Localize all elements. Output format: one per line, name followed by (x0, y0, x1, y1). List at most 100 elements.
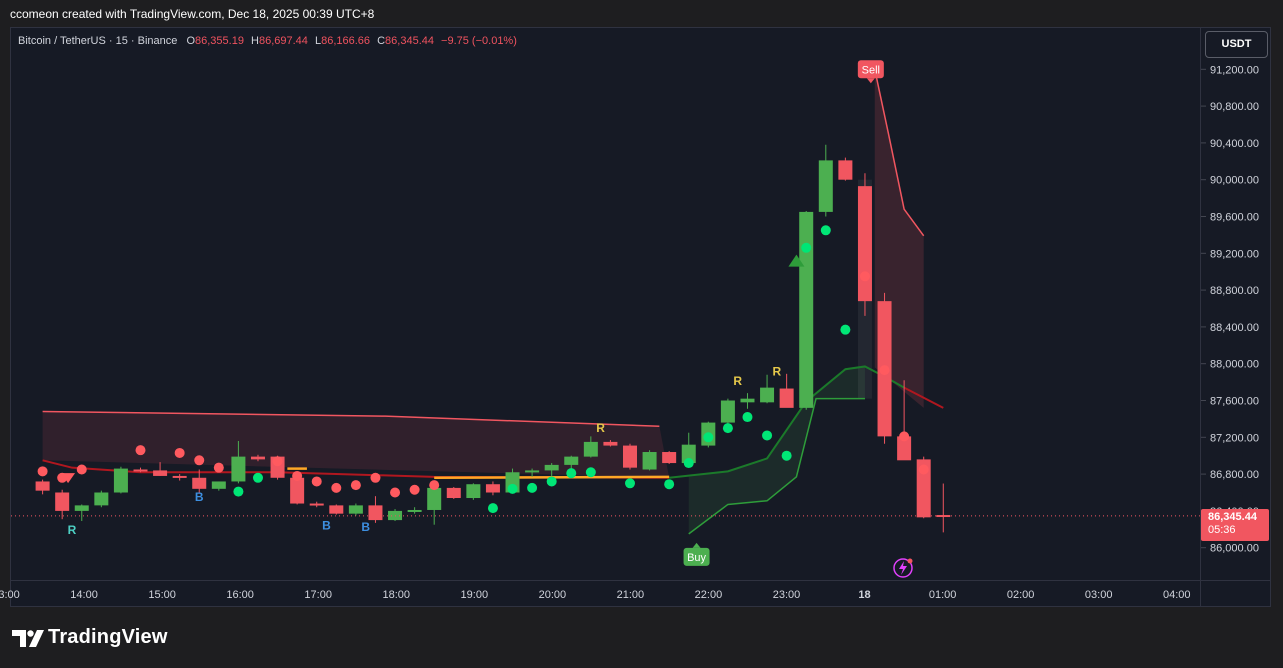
candle-body (760, 387, 775, 403)
sar-dot-up (527, 482, 538, 493)
sar-dot-up (762, 430, 773, 441)
open-label: O (186, 35, 196, 47)
ohlc-legend: Bitcoin / TetherUS · 15 · Binance O86,35… (18, 35, 517, 47)
candle (192, 469, 207, 493)
sar-dot-down (37, 466, 48, 477)
candle (936, 483, 951, 533)
sar-dot-up (566, 468, 577, 479)
candle-body (838, 160, 853, 180)
candle (231, 440, 246, 484)
candle-body (681, 444, 696, 464)
buy-pointer (692, 542, 701, 548)
candle-body (583, 441, 598, 457)
x-tick-label: 04:00 (1163, 589, 1191, 601)
y-tick-label: 90,800.00 (1210, 101, 1259, 113)
sar-dot-up (252, 472, 263, 483)
y-tick-label: 86,000.00 (1210, 543, 1259, 555)
resistance-line (42, 410, 660, 428)
sar-dot-down (429, 480, 440, 491)
lightning-icon (893, 558, 913, 578)
candle (55, 489, 70, 520)
signal-letter: R (773, 365, 782, 379)
candle-body (94, 492, 109, 506)
candle-body (818, 160, 833, 212)
x-tick-label: 17:00 (304, 589, 332, 601)
signal-letter: R (733, 374, 742, 388)
sar-dot-down (272, 456, 283, 467)
sar-dot-down (331, 482, 342, 493)
low-label: L (314, 35, 322, 47)
candle (466, 483, 481, 500)
candle-body (544, 464, 559, 471)
buy-triangle-icon (788, 254, 805, 267)
buy-label-box (683, 547, 710, 566)
candle (348, 503, 363, 516)
sell-pointer (866, 78, 875, 84)
candle-body (446, 487, 461, 499)
low-value: 86,166.66 (321, 35, 371, 47)
candle-body (799, 211, 814, 408)
x-tick-label: 15:00 (148, 589, 176, 601)
sar-dot-up (233, 486, 244, 497)
sell-triangle-icon (61, 473, 76, 484)
x-tick-label: 23:00 (773, 589, 801, 601)
chart-pane[interactable] (10, 27, 1271, 607)
candle-body (779, 388, 794, 408)
candle (250, 454, 265, 462)
candle-body (916, 459, 931, 518)
candle-body (74, 505, 89, 511)
candle (74, 504, 89, 522)
candle (857, 173, 872, 316)
candle (623, 443, 637, 470)
y-tick-label: 89,200.00 (1210, 248, 1259, 260)
sell-signal: Sell (857, 60, 884, 84)
candle-body (564, 456, 579, 465)
y-tick-label: 88,800.00 (1210, 285, 1259, 297)
close-label: C (377, 35, 386, 47)
sar-dot-up (683, 458, 694, 469)
open-value: 86,355.19 (195, 35, 244, 47)
candle-body (211, 481, 226, 489)
candle-body (133, 469, 148, 472)
x-tick-label: 22:00 (695, 589, 723, 601)
candle (309, 501, 324, 508)
candle-body (172, 475, 187, 478)
sar-dot-up (742, 412, 753, 423)
sar-dot-down (174, 447, 185, 458)
y-tick-label: 87,200.00 (1210, 432, 1259, 444)
sar-dot-down (390, 487, 401, 498)
candle (760, 374, 775, 404)
sell-trail-line (874, 69, 925, 237)
sar-dot-up (487, 503, 498, 514)
last-price-value: 86,345.44 (1208, 511, 1257, 523)
candle (662, 451, 677, 464)
x-tick-label: 02:00 (1007, 589, 1035, 601)
x-tick-label: 18 (858, 589, 870, 601)
candle (94, 490, 109, 508)
candle (525, 468, 540, 477)
candle-body (35, 481, 50, 491)
lightning-ring (893, 558, 913, 578)
y-tick-label: 88,400.00 (1210, 322, 1259, 334)
last-price-badge: 86,345.44 05:36 (1201, 509, 1269, 541)
sar-dot-up (625, 478, 635, 489)
x-tick-label: 16:00 (226, 589, 254, 601)
candle (642, 450, 657, 471)
candle-body (485, 484, 500, 493)
candle-body (192, 477, 207, 489)
x-tick-label: 19:00 (461, 589, 489, 601)
sar-dot-up (546, 476, 557, 487)
candle (153, 462, 168, 476)
bar-countdown: 05:36 (1208, 524, 1236, 536)
sar-dot-up (585, 467, 596, 478)
candle (779, 373, 794, 408)
sar-dot-up (820, 225, 831, 236)
signal-letter: B (361, 520, 370, 534)
y-tick-label: 86,800.00 (1210, 469, 1259, 481)
symbol-info[interactable]: Bitcoin / TetherUS · 15 · Binance (18, 35, 178, 47)
buy-signal: Buy (683, 542, 710, 566)
currency-button[interactable]: USDT (1205, 31, 1268, 58)
candle-body (153, 470, 168, 476)
candle (388, 509, 403, 522)
